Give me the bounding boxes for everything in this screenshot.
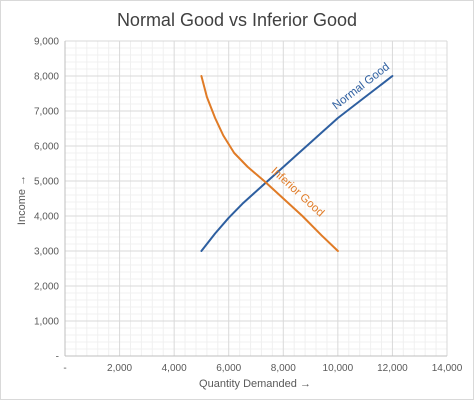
x-tick-label: 10,000 [323, 363, 354, 374]
x-tick-labels: - 2,000 4,000 6,000 8,000 10,000 12,000 14,000 [63, 363, 462, 374]
y-tick-label: 8,000 [34, 72, 59, 83]
x-tick-label: - [63, 363, 66, 374]
x-axis-label: Quantity Demanded → [199, 378, 311, 390]
y-tick-label: 4,000 [34, 212, 59, 223]
y-tick-label: 9,000 [34, 37, 59, 48]
x-tick-label: 4,000 [162, 363, 187, 374]
y-tick-labels: - 1,000 2,000 3,000 4,000 5,000 6,000 7,000 8,00… [34, 37, 59, 363]
minor-gridlines [65, 41, 447, 356]
x-tick-label: 8,000 [271, 363, 296, 374]
y-tick-label: 6,000 [34, 142, 59, 153]
major-gridlines [65, 40, 448, 356]
x-tick-label: 12,000 [377, 363, 408, 374]
axes [64, 41, 447, 357]
y-tick-label: 5,000 [34, 177, 59, 188]
chart-title: Normal Good vs Inferior Good [116, 10, 358, 30]
x-tick-label: 14,000 [432, 363, 463, 374]
x-tick-label: 6,000 [216, 363, 241, 374]
y-tick-label: 1,000 [34, 317, 59, 328]
series-lines [200, 75, 394, 252]
y-tick-label: 7,000 [34, 107, 59, 118]
x-tick-label: 2,000 [107, 363, 132, 374]
y-tick-label: 2,000 [34, 282, 59, 293]
normal-good-line [200, 75, 394, 252]
y-tick-label: 3,000 [34, 247, 59, 258]
inferior-good-line [200, 75, 339, 252]
y-tick-label: - [56, 352, 59, 363]
y-axis-label: Income → [16, 175, 28, 225]
